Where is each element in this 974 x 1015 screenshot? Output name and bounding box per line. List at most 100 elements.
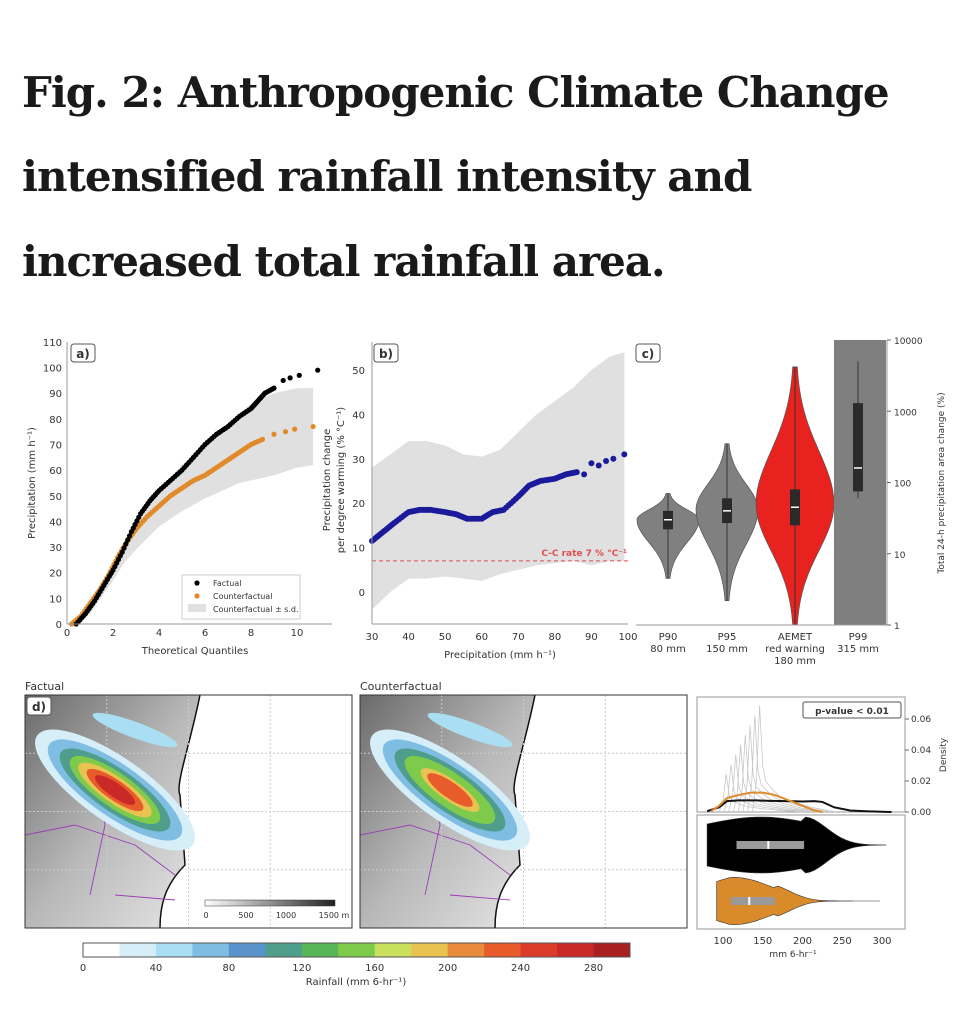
c-y-tick-label: 10 <box>894 551 906 561</box>
colorbar-bin <box>265 943 303 957</box>
colorbar-label: Rainfall (mm 6-hr⁻¹) <box>306 977 407 988</box>
a-y-tick-label: 20 <box>49 569 62 580</box>
colorbar-tick-label: 40 <box>150 963 163 974</box>
a-y-tick-label: 30 <box>49 543 62 554</box>
b-x-tick-label: 40 <box>402 632 415 643</box>
a-panel-label: a) <box>76 347 90 361</box>
a-y-axis-label: Precipitation (mm h⁻¹) <box>27 427 38 539</box>
b-point <box>595 462 602 469</box>
d-density-tick-label: 0.00 <box>911 808 931 818</box>
d-map-frame <box>24 694 353 929</box>
colorbar-bin <box>338 943 376 957</box>
d-coastline <box>494 695 536 928</box>
colorbar-frame <box>82 942 631 958</box>
d-violin-counterfactual <box>716 876 880 926</box>
d-map-counterfactual <box>360 695 687 928</box>
a-point-factual <box>280 377 286 384</box>
d-rainfall-contour <box>92 712 178 748</box>
legend-band-marker <box>188 604 206 612</box>
b-x-tick-label: 60 <box>475 632 488 643</box>
d-map-title: Counterfactual <box>360 680 442 693</box>
b-x-tick-label: 50 <box>439 632 452 643</box>
b-y-tick-label: 50 <box>352 366 365 377</box>
a-y-tick-label: 50 <box>49 492 62 503</box>
b-y-axis-label-line-1: Precipitation change <box>322 429 333 532</box>
b-y-tick-label: 30 <box>352 455 365 466</box>
colorbar-tick-label: 160 <box>365 963 384 974</box>
c-y-tick-label: 1000 <box>894 408 917 418</box>
d-member-density-line <box>737 734 822 813</box>
colorbar-tick-label: 80 <box>222 963 235 974</box>
c-y-tick-label: 100 <box>894 480 911 490</box>
d-x-tick-label: 300 <box>872 936 891 947</box>
c-category-label: 180 mm <box>774 656 816 667</box>
figure-title-line-3: increased total rainfall area. <box>22 237 666 286</box>
a-point-counterfactual <box>292 426 298 432</box>
a-point-factual <box>121 545 127 551</box>
a-y-tick-label: 40 <box>49 517 62 528</box>
a-x-tick-label: 10 <box>291 628 304 639</box>
c-category-label: 150 mm <box>706 644 748 655</box>
a-y-tick-label: 100 <box>43 364 62 375</box>
c-y-tick-label: 10000 <box>894 337 923 347</box>
c-panel-label-box <box>635 343 661 363</box>
d-density-factual <box>706 799 892 813</box>
c-category-label: red warning <box>765 644 825 655</box>
a-y-tick-label: 10 <box>49 594 62 605</box>
d-rainfall-contour <box>427 773 473 807</box>
c-category-label: P95 <box>718 632 737 643</box>
b-band <box>372 352 625 610</box>
d-map-factual <box>25 695 352 928</box>
d-admin-borders <box>360 764 511 901</box>
a-point-factual <box>119 549 125 555</box>
a-point-counterfactual <box>310 423 316 430</box>
b-point <box>573 469 580 476</box>
colorbar-bin <box>411 943 449 957</box>
a-point-factual <box>126 533 133 539</box>
a-y-tick-label: 80 <box>49 415 62 426</box>
colorbar-bin <box>374 943 412 957</box>
c-y-axis-label: Total 24-h precipitation area change (%) <box>937 392 947 574</box>
b-panel-label-box <box>373 343 399 363</box>
d-x-tick-label: 250 <box>833 936 852 947</box>
d-member-density-line <box>732 744 817 813</box>
d-coastline <box>159 695 201 928</box>
c-category-label: 80 mm <box>650 644 685 655</box>
d-x-tick-label: 100 <box>713 936 732 947</box>
colorbar-tick-label: 120 <box>292 963 311 974</box>
b-point <box>621 451 628 458</box>
a-x-tick-label: 0 <box>64 628 70 639</box>
b-point <box>603 458 610 465</box>
b-x-tick-label: 90 <box>585 632 598 643</box>
d-x-axis-label: mm 6-hr⁻¹ <box>769 950 817 960</box>
a-y-tick-label: 70 <box>49 441 62 452</box>
d-member-density-line <box>718 773 803 813</box>
legend-counterfactual-marker <box>194 593 200 599</box>
c-y-tick-label: 1 <box>894 622 900 632</box>
b-y-axis-label-line-2: per degree warming (% °C⁻¹) <box>336 407 347 553</box>
colorbar-tick-label: 200 <box>438 963 457 974</box>
d-x-tick-label: 200 <box>793 936 812 947</box>
d-elevation-tick-label: 0 <box>203 911 208 920</box>
a-x-tick-label: 4 <box>156 628 162 639</box>
d-rainfall-contour <box>427 712 513 748</box>
colorbar-tick-label: 240 <box>511 963 530 974</box>
legend-factual-marker <box>194 580 200 586</box>
a-x-tick-label: 2 <box>110 628 116 639</box>
b-x-tick-label: 100 <box>618 632 637 643</box>
a-legend-entry: Counterfactual ± s.d. <box>213 605 299 614</box>
c-iqr-box <box>853 403 863 492</box>
a-point-factual <box>123 541 129 547</box>
a-y-tick-label: 110 <box>43 338 62 349</box>
b-cc-rate-label: C-C rate 7 % °C⁻¹ <box>541 549 627 559</box>
d-member-density-line <box>723 764 808 813</box>
d-density-tick-label: 0.02 <box>911 777 931 787</box>
d-violin-iqr <box>730 897 775 905</box>
d-panel-label-box <box>26 696 52 716</box>
d-density-tick-label: 0.04 <box>911 746 931 756</box>
c-category-label: P90 <box>659 632 678 643</box>
d-x-tick-label: 150 <box>753 936 772 947</box>
b-y-tick-label: 40 <box>352 410 365 421</box>
colorbar-bin <box>155 943 193 957</box>
colorbar-bin <box>301 943 339 957</box>
